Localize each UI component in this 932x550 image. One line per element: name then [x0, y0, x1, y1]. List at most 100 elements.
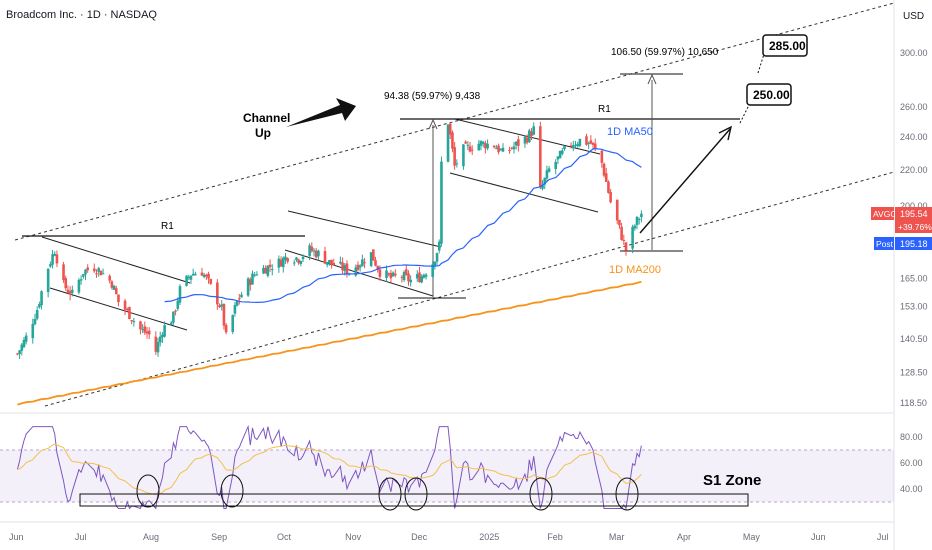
candle-body — [453, 147, 456, 166]
candle-body — [277, 258, 281, 268]
candle-body — [585, 136, 588, 145]
candle-body — [62, 264, 65, 281]
candle-body — [437, 241, 441, 251]
candle-body — [631, 226, 634, 249]
r1-left-label: R1 — [161, 221, 174, 232]
candle-body — [40, 291, 43, 306]
candle-body — [292, 262, 296, 264]
time-tick-11: May — [743, 532, 761, 542]
candle-body — [499, 149, 503, 151]
candle-body — [308, 245, 311, 256]
candle-body — [345, 263, 349, 275]
candle-body — [123, 300, 127, 310]
price-tick-9: 128.50 — [900, 367, 928, 377]
candle-body — [563, 146, 566, 150]
candle-body — [418, 272, 421, 283]
candle-body — [176, 300, 180, 309]
candle-body — [16, 353, 19, 355]
candle-body — [262, 267, 265, 274]
time-tick-2: Aug — [143, 532, 159, 542]
candle-body — [200, 272, 204, 276]
candle-body — [49, 264, 52, 267]
candle-body — [112, 285, 116, 290]
chart-header-title: Broadcom Inc. · 1D · NASDAQ — [6, 9, 157, 21]
channel-lower-line — [44, 171, 895, 407]
candle-body — [618, 219, 621, 226]
time-tick-13: Jul — [877, 532, 889, 542]
rsi-line — [16, 424, 642, 510]
candle-body — [38, 304, 41, 308]
measure1-arrowhead — [428, 118, 438, 130]
candle-body — [325, 262, 329, 265]
candle-body — [354, 267, 358, 276]
candle-body — [374, 260, 377, 266]
candle-body — [528, 130, 531, 143]
candle-body — [468, 146, 472, 152]
candle-body — [51, 254, 54, 265]
candle-body — [169, 322, 173, 326]
candle-body — [330, 259, 333, 265]
candle-body — [539, 126, 542, 187]
rsi-tick-0: 80.00 — [900, 432, 923, 442]
price-tick-2: 240.00 — [900, 132, 928, 142]
candle-body — [163, 325, 166, 337]
candle-body — [402, 272, 406, 281]
candle-body — [400, 276, 404, 278]
candle-body — [389, 273, 393, 279]
symbol-tag — [871, 207, 894, 220]
channel2-bottom — [284, 249, 434, 297]
candle-body — [299, 260, 303, 264]
candle-body — [607, 181, 610, 193]
rsi-circle-1 — [136, 474, 160, 508]
candle-body — [545, 170, 549, 179]
candle-body — [68, 291, 72, 295]
measure1-label: 94.38 (59.97%) 9,438 — [384, 91, 481, 102]
candle-body — [435, 253, 439, 262]
candle-body — [620, 226, 623, 240]
candle-body — [82, 274, 85, 277]
candle-body — [132, 320, 136, 322]
last-price-text: 195.54 — [900, 209, 928, 219]
candle-body — [216, 282, 219, 305]
candle-body — [433, 261, 437, 267]
candle-body — [224, 324, 228, 333]
measure2-label: 106.50 (59.97%) 10,650 — [611, 47, 719, 58]
candle-body — [510, 147, 514, 149]
candle-body — [479, 141, 483, 146]
rsi-tick-2: 40.00 — [900, 484, 923, 494]
channel1-top — [41, 236, 191, 284]
candle-body — [187, 277, 191, 279]
candle-body — [20, 344, 24, 351]
candle-body — [71, 289, 74, 293]
price-tick-10: 118.50 — [900, 398, 927, 408]
price-tick-3: 220.00 — [900, 165, 928, 175]
candle-body — [194, 273, 197, 276]
candle-body — [604, 173, 608, 182]
price-tick-7: 153.00 — [900, 302, 928, 312]
candle-body — [128, 307, 131, 319]
candle-body — [508, 149, 511, 151]
candle-body — [341, 262, 344, 271]
rsi-circle-5 — [529, 477, 553, 511]
candle-body — [286, 258, 289, 262]
candle-body — [35, 310, 39, 319]
candle-body — [358, 265, 362, 268]
candle-body — [255, 274, 259, 276]
ma50-line — [164, 147, 642, 304]
candle-body — [77, 279, 81, 293]
candle-body — [251, 273, 254, 285]
candle-body — [466, 144, 470, 146]
candle-body — [574, 144, 577, 146]
candle-body — [189, 275, 193, 280]
candle-body — [248, 279, 252, 286]
target2-box — [762, 34, 808, 57]
time-tick-1: Jul — [75, 532, 87, 542]
candle-body — [501, 147, 505, 152]
candle-body — [492, 145, 496, 148]
candle-body — [233, 305, 237, 314]
candle-body — [640, 213, 643, 218]
ma50-label: 1D MA50 — [607, 126, 653, 138]
time-tick-7: 2025 — [479, 532, 499, 542]
candle-body — [147, 330, 151, 335]
